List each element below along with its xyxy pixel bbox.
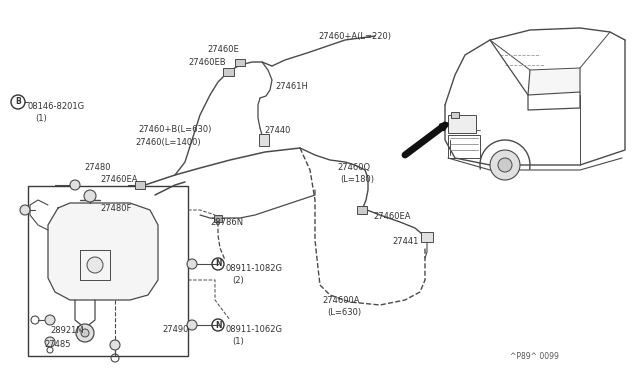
- Bar: [135, 181, 145, 189]
- Text: 27480F: 27480F: [100, 204, 131, 213]
- Circle shape: [187, 320, 197, 330]
- Text: B: B: [15, 97, 21, 106]
- Bar: [421, 232, 433, 242]
- Text: (L=630): (L=630): [327, 308, 361, 317]
- Bar: [259, 134, 269, 146]
- Text: 28921M: 28921M: [50, 326, 84, 335]
- Text: 08911-1082G: 08911-1082G: [225, 264, 282, 273]
- Polygon shape: [528, 68, 580, 95]
- Bar: [214, 215, 222, 221]
- Text: 08146-8201G: 08146-8201G: [28, 102, 85, 111]
- Text: ^P89^ 0099: ^P89^ 0099: [510, 352, 559, 361]
- Circle shape: [45, 337, 55, 347]
- Text: (L=180): (L=180): [340, 175, 374, 184]
- Text: 28786N: 28786N: [210, 218, 243, 227]
- Text: 08911-1062G: 08911-1062G: [225, 325, 282, 334]
- Bar: [451, 112, 459, 118]
- Circle shape: [45, 315, 55, 325]
- Text: 27460E: 27460E: [207, 45, 239, 54]
- Text: 27480: 27480: [84, 163, 111, 172]
- Bar: [28, 186, 188, 356]
- Text: 27440: 27440: [264, 126, 291, 135]
- Text: 27460+B(L=630): 27460+B(L=630): [138, 125, 211, 134]
- Text: 27441: 27441: [392, 237, 419, 246]
- Text: 27490: 27490: [162, 325, 188, 334]
- Text: 27460EB: 27460EB: [188, 58, 226, 67]
- Text: 27460+A(L=220): 27460+A(L=220): [318, 32, 391, 41]
- Bar: [448, 115, 476, 133]
- Text: 27485: 27485: [44, 340, 70, 349]
- Text: (1): (1): [232, 337, 244, 346]
- Circle shape: [84, 190, 96, 202]
- Text: 27460(L=1400): 27460(L=1400): [135, 138, 200, 147]
- Circle shape: [70, 180, 80, 190]
- Text: N: N: [215, 321, 221, 330]
- Circle shape: [187, 259, 197, 269]
- Text: 27461H: 27461H: [275, 82, 308, 91]
- Text: 27460Q: 27460Q: [337, 163, 370, 172]
- Circle shape: [81, 329, 89, 337]
- Circle shape: [110, 340, 120, 350]
- Text: N: N: [215, 260, 221, 269]
- Circle shape: [87, 257, 103, 273]
- Text: (2): (2): [232, 276, 244, 285]
- Bar: [357, 206, 367, 214]
- Bar: [235, 58, 245, 65]
- Text: 27460EA: 27460EA: [373, 212, 410, 221]
- Circle shape: [498, 158, 512, 172]
- Circle shape: [20, 205, 30, 215]
- Bar: [223, 68, 234, 76]
- Circle shape: [490, 150, 520, 180]
- Text: 274600A: 274600A: [322, 296, 360, 305]
- Text: (1): (1): [35, 114, 47, 123]
- Circle shape: [76, 324, 94, 342]
- Text: 27460EA: 27460EA: [100, 175, 138, 184]
- Polygon shape: [48, 203, 158, 300]
